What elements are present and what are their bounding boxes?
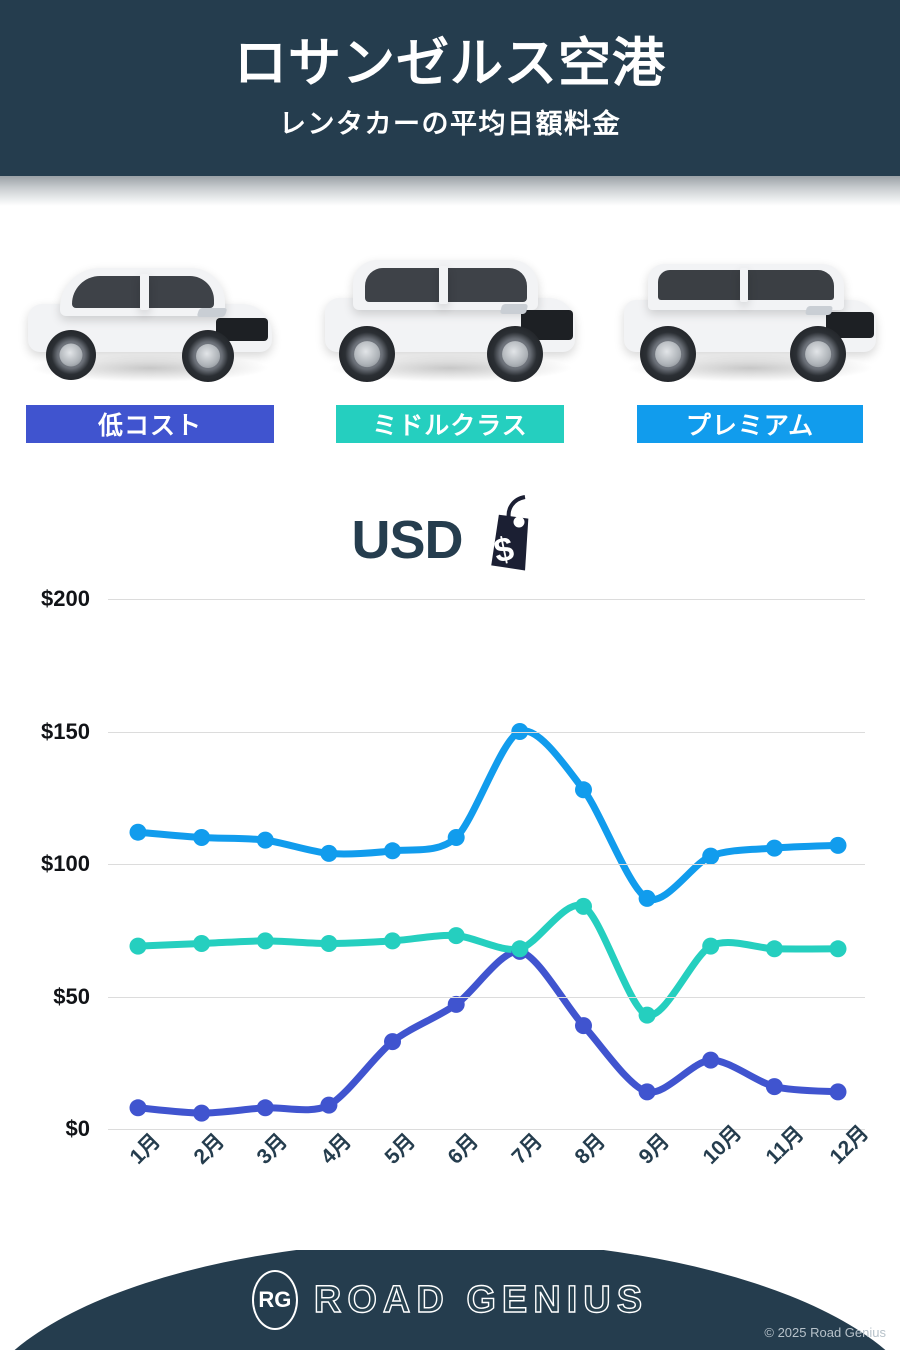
legend-slot-low-cost: 低コスト	[0, 405, 300, 443]
data-point[interactable]	[129, 823, 147, 841]
data-point[interactable]	[575, 781, 592, 799]
data-point[interactable]	[320, 935, 338, 952]
gridline	[108, 599, 865, 600]
data-point[interactable]	[384, 842, 401, 860]
data-point[interactable]	[765, 1078, 783, 1096]
rg-logo-icon: RG	[251, 1270, 298, 1330]
y-axis-tick-label: $50	[53, 983, 90, 1009]
data-point[interactable]	[702, 1051, 720, 1069]
legend-slot-mid-class: ミドルクラス	[300, 405, 600, 443]
data-point[interactable]	[193, 1104, 211, 1122]
data-point[interactable]	[829, 940, 847, 958]
page-subtitle: レンタカーの平均日額料金	[279, 108, 621, 139]
y-axis-tick-label: $150	[41, 718, 90, 744]
data-point[interactable]	[193, 829, 211, 846]
data-point[interactable]	[765, 940, 783, 958]
y-axis-tick-label: $100	[41, 851, 90, 876]
data-point[interactable]	[638, 1083, 656, 1101]
footer-brand-lockup: RG ROAD GENIUS	[0, 1250, 900, 1350]
data-point[interactable]	[384, 932, 401, 950]
data-point[interactable]	[511, 940, 529, 958]
legend-badge-premium[interactable]: プレミアム	[637, 405, 863, 443]
vehicle-card-low-cost	[0, 206, 300, 396]
legend-badge-low-cost[interactable]: 低コスト	[26, 405, 274, 443]
data-point[interactable]	[193, 935, 211, 952]
legend: 低コスト ミドルクラス プレミアム	[0, 405, 900, 443]
data-point[interactable]	[829, 836, 847, 854]
data-point[interactable]	[384, 1033, 401, 1051]
data-point[interactable]	[320, 844, 338, 862]
data-point[interactable]	[447, 829, 465, 846]
brand-name: ROAD GENIUS	[313, 1278, 649, 1321]
legend-badge-mid-class[interactable]: ミドルクラス	[336, 405, 564, 443]
data-point[interactable]	[829, 1083, 847, 1101]
page-header: ロサンゼルス空港 レンタカーの平均日額料金	[0, 0, 900, 176]
data-point[interactable]	[447, 927, 465, 945]
chart-x-axis: 1月 2月 3月 4月 5月 6月 7月 8月 9月 10月 11月 12月	[0, 1121, 900, 1215]
chart-canvas	[129, 723, 847, 1122]
data-point[interactable]	[129, 937, 147, 955]
luxury-suv-car-icon	[614, 238, 886, 388]
gridline	[108, 996, 865, 998]
gridline	[108, 1129, 865, 1130]
data-point[interactable]	[256, 831, 274, 849]
page-title: ロサンゼルス空港	[234, 34, 666, 94]
series-line-ミドルクラス	[134, 901, 842, 1019]
vehicle-card-mid-class	[300, 206, 600, 396]
series-line-プレミアム	[134, 727, 842, 904]
header-shadow-divider	[0, 176, 900, 206]
vehicle-row	[0, 206, 900, 396]
gridline	[108, 731, 865, 733]
currency-label: USD	[351, 510, 463, 570]
data-point[interactable]	[765, 839, 783, 857]
suv-car-icon	[315, 238, 585, 388]
vehicle-card-premium	[600, 206, 900, 396]
copyright-text: © 2025 Road Genius	[764, 1325, 886, 1340]
gridline	[108, 864, 865, 865]
data-point[interactable]	[702, 937, 720, 955]
data-point[interactable]	[129, 1099, 147, 1117]
data-point[interactable]	[320, 1096, 338, 1114]
series-line-低コスト	[134, 947, 842, 1117]
y-axis-tick-label: $200	[41, 586, 90, 611]
line-chart: $0 $50 $100 $150 $200	[0, 585, 900, 1145]
legend-slot-premium: プレミアム	[600, 405, 900, 443]
data-point[interactable]	[638, 1006, 656, 1024]
hatchback-car-icon	[20, 238, 280, 388]
data-point[interactable]	[638, 889, 656, 907]
data-point[interactable]	[702, 847, 720, 865]
data-point[interactable]	[256, 1099, 274, 1117]
currency-indicator: USD $	[0, 494, 900, 586]
data-point[interactable]	[447, 995, 465, 1013]
price-tag-dollar-icon: $	[467, 494, 549, 586]
page-footer: RG ROAD GENIUS © 2025 Road Genius	[0, 1250, 900, 1350]
data-point[interactable]	[575, 1017, 592, 1035]
data-point[interactable]	[575, 897, 592, 915]
y-axis-tick-label: $0	[65, 1116, 90, 1141]
data-point[interactable]	[256, 932, 274, 950]
